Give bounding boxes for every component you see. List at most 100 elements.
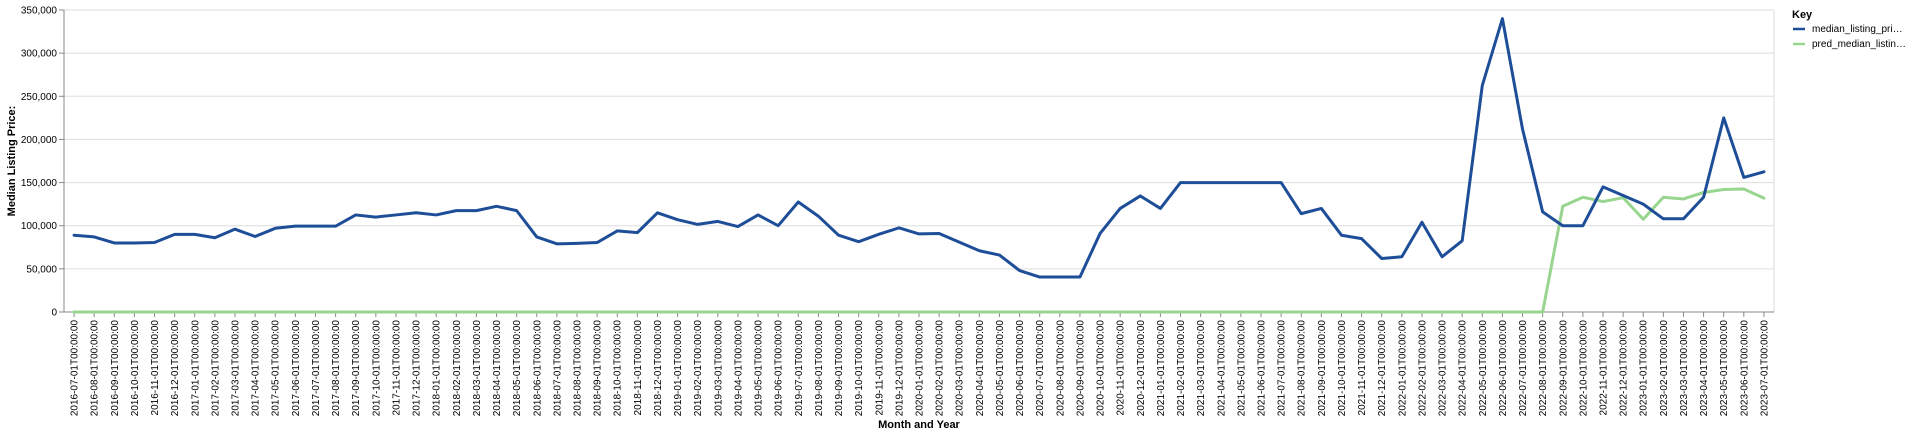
x-tick-label: 2020-04-01T00:00:00 bbox=[975, 320, 986, 417]
x-tick-label: 2020-08-01T00:00:00 bbox=[1055, 320, 1066, 417]
x-tick-label: 2016-12-01T00:00:00 bbox=[170, 320, 181, 417]
x-tick-label: 2017-05-01T00:00:00 bbox=[271, 320, 282, 417]
series-line-1 bbox=[74, 19, 1764, 277]
x-tick-label: 2019-11-01T00:00:00 bbox=[874, 320, 885, 416]
y-tick-label: 200,000 bbox=[21, 135, 58, 146]
x-tick-label: 2019-09-01T00:00:00 bbox=[834, 320, 845, 417]
y-axis-title: Median Listing Price: bbox=[6, 106, 18, 217]
x-tick-label: 2017-12-01T00:00:00 bbox=[412, 320, 423, 417]
x-tick-label: 2023-06-01T00:00:00 bbox=[1739, 320, 1750, 417]
x-tick-label: 2020-06-01T00:00:00 bbox=[1015, 320, 1026, 417]
x-tick-label: 2017-11-01T00:00:00 bbox=[391, 320, 402, 416]
x-tick-label: 2021-06-01T00:00:00 bbox=[1257, 320, 1268, 417]
x-tick-label: 2016-08-01T00:00:00 bbox=[90, 320, 101, 417]
legend-label: pred_median_listin… bbox=[1812, 39, 1906, 50]
x-tick-label: 2023-05-01T00:00:00 bbox=[1719, 320, 1730, 417]
x-tick-label: 2017-04-01T00:00:00 bbox=[251, 320, 262, 417]
x-tick-label: 2023-07-01T00:00:00 bbox=[1759, 320, 1770, 417]
x-tick-label: 2021-10-01T00:00:00 bbox=[1337, 320, 1348, 417]
x-tick-label: 2022-03-01T00:00:00 bbox=[1438, 320, 1449, 417]
x-tick-label: 2020-12-01T00:00:00 bbox=[1136, 320, 1147, 417]
legend-label: median_listing_pri… bbox=[1812, 24, 1903, 35]
x-tick-label: 2021-11-01T00:00:00 bbox=[1357, 320, 1368, 416]
x-tick-label: 2020-09-01T00:00:00 bbox=[1075, 320, 1086, 417]
x-axis: 2016-07-01T00:00:00 2016-08-01T00:00:00 20… bbox=[64, 312, 1774, 416]
x-tick-label: 2018-07-01T00:00:00 bbox=[552, 320, 563, 417]
x-tick-label: 2022-11-01T00:00:00 bbox=[1599, 320, 1610, 416]
x-tick-label: 2022-06-01T00:00:00 bbox=[1498, 320, 1509, 417]
x-tick-label: 2019-07-01T00:00:00 bbox=[794, 320, 805, 417]
y-tick-label: 100,000 bbox=[21, 221, 58, 232]
x-tick-label: 2019-08-01T00:00:00 bbox=[814, 320, 825, 417]
x-tick-label: 2023-02-01T00:00:00 bbox=[1659, 320, 1670, 417]
y-tick-label: 0 bbox=[51, 308, 57, 319]
x-tick-label: 2016-09-01T00:00:00 bbox=[110, 320, 121, 417]
x-tick-label: 2022-05-01T00:00:00 bbox=[1478, 320, 1489, 417]
x-tick-label: 2022-09-01T00:00:00 bbox=[1558, 320, 1569, 417]
x-tick-label: 2020-11-01T00:00:00 bbox=[1116, 320, 1127, 416]
x-tick-label: 2021-03-01T00:00:00 bbox=[1196, 320, 1207, 417]
x-tick-label: 2016-07-01T00:00:00 bbox=[70, 320, 81, 417]
x-tick-label: 2019-05-01T00:00:00 bbox=[754, 320, 765, 417]
x-tick-label: 2021-12-01T00:00:00 bbox=[1377, 320, 1388, 417]
legend-title: Key bbox=[1792, 9, 1813, 21]
x-tick-label: 2020-01-01T00:00:00 bbox=[915, 320, 926, 417]
x-tick-label: 2021-07-01T00:00:00 bbox=[1277, 320, 1288, 417]
series-line-2 bbox=[74, 189, 1764, 312]
x-tick-label: 2018-05-01T00:00:00 bbox=[512, 320, 523, 417]
x-tick-label: 2022-12-01T00:00:00 bbox=[1619, 320, 1630, 417]
x-tick-label: 2020-07-01T00:00:00 bbox=[1035, 320, 1046, 417]
x-tick-label: 2017-02-01T00:00:00 bbox=[210, 320, 221, 417]
x-tick-label: 2018-12-01T00:00:00 bbox=[653, 320, 664, 417]
x-tick-label: 2018-01-01T00:00:00 bbox=[432, 320, 443, 417]
y-tick-label: 50,000 bbox=[26, 264, 57, 275]
y-tick-label: 350,000 bbox=[21, 6, 58, 17]
y-axis: 0 50,000 100,000 150,000 200,000 250,000 300,0… bbox=[21, 6, 64, 319]
x-tick-label: 2020-05-01T00:00:00 bbox=[995, 320, 1006, 417]
legend: Key median_listing_pri… pred_median_listi… bbox=[1792, 9, 1906, 50]
legend-items: median_listing_pri… pred_median_listin… bbox=[1793, 24, 1906, 50]
grid-lines bbox=[64, 10, 1774, 312]
x-tick-label: 2017-09-01T00:00:00 bbox=[351, 320, 362, 417]
x-tick-label: 2023-04-01T00:00:00 bbox=[1699, 320, 1710, 417]
series-layer bbox=[74, 19, 1764, 312]
y-tick-label: 300,000 bbox=[21, 49, 58, 60]
x-tick-label: 2022-07-01T00:00:00 bbox=[1518, 320, 1529, 417]
x-tick-label: 2021-02-01T00:00:00 bbox=[1176, 320, 1187, 417]
x-tick-label: 2019-02-01T00:00:00 bbox=[693, 320, 704, 417]
x-tick-label: 2019-01-01T00:00:00 bbox=[673, 320, 684, 417]
x-tick-label: 2016-11-01T00:00:00 bbox=[150, 320, 161, 416]
x-tick-label: 2019-03-01T00:00:00 bbox=[713, 320, 724, 417]
x-tick-label: 2017-07-01T00:00:00 bbox=[311, 320, 322, 417]
x-tick-label: 2018-10-01T00:00:00 bbox=[613, 320, 624, 417]
x-tick-label: 2022-10-01T00:00:00 bbox=[1578, 320, 1589, 417]
x-tick-label: 2022-04-01T00:00:00 bbox=[1458, 320, 1469, 417]
x-tick-label: 2022-02-01T00:00:00 bbox=[1417, 320, 1428, 417]
x-tick-label: 2020-02-01T00:00:00 bbox=[935, 320, 946, 417]
x-tick-label: 2018-03-01T00:00:00 bbox=[472, 320, 483, 417]
x-tick-label: 2017-06-01T00:00:00 bbox=[291, 320, 302, 417]
y-tick-label: 150,000 bbox=[21, 178, 58, 189]
x-tick-label: 2021-05-01T00:00:00 bbox=[1236, 320, 1247, 417]
x-tick-label: 2017-01-01T00:00:00 bbox=[190, 320, 201, 417]
y-tick-label: 250,000 bbox=[21, 92, 58, 103]
x-tick-label: 2021-09-01T00:00:00 bbox=[1317, 320, 1328, 417]
x-tick-label: 2018-02-01T00:00:00 bbox=[452, 320, 463, 417]
x-tick-label: 2021-04-01T00:00:00 bbox=[1216, 320, 1227, 417]
x-tick-label: 2017-03-01T00:00:00 bbox=[231, 320, 242, 417]
x-tick-label: 2019-04-01T00:00:00 bbox=[733, 320, 744, 417]
x-tick-label: 2022-01-01T00:00:00 bbox=[1397, 320, 1408, 417]
x-tick-label: 2021-01-01T00:00:00 bbox=[1156, 320, 1167, 417]
x-tick-label: 2019-06-01T00:00:00 bbox=[774, 320, 785, 417]
x-axis-title: Month and Year bbox=[878, 419, 960, 431]
x-tick-label: 2023-03-01T00:00:00 bbox=[1679, 320, 1690, 417]
x-tick-label: 2020-10-01T00:00:00 bbox=[1096, 320, 1107, 417]
x-tick-label: 2016-10-01T00:00:00 bbox=[130, 320, 141, 417]
x-tick-label: 2022-08-01T00:00:00 bbox=[1538, 320, 1549, 417]
x-tick-label: 2023-01-01T00:00:00 bbox=[1639, 320, 1650, 417]
x-tick-label: 2019-10-01T00:00:00 bbox=[854, 320, 865, 417]
x-tick-label: 2017-08-01T00:00:00 bbox=[331, 320, 342, 417]
x-tick-label: 2018-06-01T00:00:00 bbox=[532, 320, 543, 417]
x-tick-label: 2019-12-01T00:00:00 bbox=[894, 320, 905, 417]
